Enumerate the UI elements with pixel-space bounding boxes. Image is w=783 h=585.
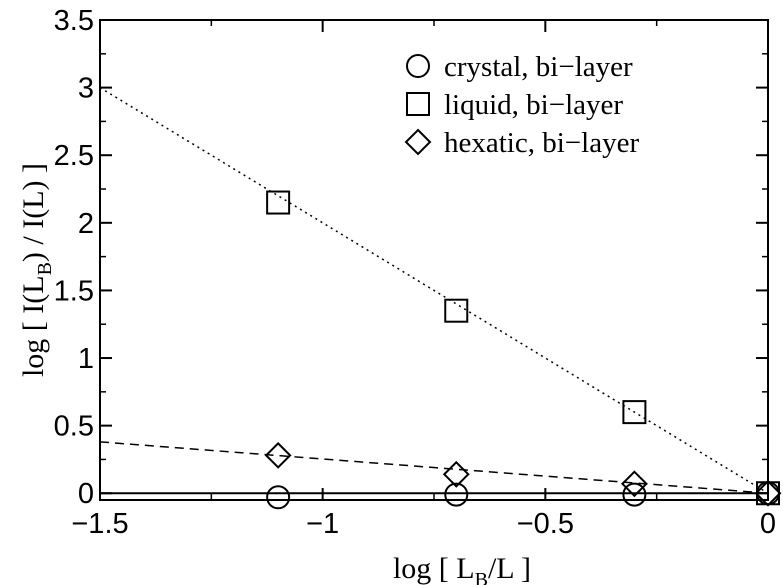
legend-square-icon — [406, 92, 430, 116]
diamond-fit-line — [99, 441, 769, 494]
legend-diamond-icon — [404, 128, 432, 156]
axes: −1.5 −1 −0.5 0 0 0.5 1 1.5 2 2.5 3 3.5 — [54, 5, 776, 540]
legend: crystal, bi−layer liquid, bi−layer hexatic… — [404, 51, 639, 159]
x-tick-label: −0.5 — [517, 508, 574, 540]
square-data-point — [622, 400, 647, 425]
y-tick-label: 3 — [78, 73, 94, 105]
y-tick-label: 1 — [78, 343, 94, 375]
square-data-point — [266, 190, 291, 215]
legend-entry-label: crystal, bi−layer — [444, 51, 633, 83]
x-tick-label: −1 — [306, 508, 339, 540]
y-tick-label: 3.5 — [54, 5, 94, 37]
plot-frame — [99, 19, 769, 501]
legend-circle-icon — [406, 54, 430, 78]
x-tick-label: −1.5 — [71, 508, 128, 540]
y-tick-label: 0.5 — [54, 411, 94, 443]
legend-entry-label: hexatic, bi−layer — [444, 127, 639, 159]
circle-data-point — [266, 485, 291, 510]
fit-lines — [99, 86, 769, 495]
y-tick-label: 0 — [78, 478, 94, 510]
diamond-data-point — [442, 460, 470, 488]
y-tick-label: 2.5 — [54, 140, 94, 172]
diamond-data-point — [264, 441, 292, 469]
square-data-point — [444, 298, 469, 323]
x-axis-label: log [ LB/L ] — [393, 552, 531, 585]
diamond-data-point — [620, 470, 648, 498]
y-tick-label: 1.5 — [54, 275, 94, 307]
circle-data-point — [622, 482, 647, 507]
y-axis-label: log [ I(LB) / I(L) ] — [17, 163, 56, 377]
x-tick-label: 0 — [760, 508, 776, 540]
y-tick-label: 2 — [78, 208, 94, 240]
square-fit-line — [99, 86, 769, 494]
circle-data-point — [444, 482, 469, 507]
diamond-data-point — [754, 479, 782, 507]
legend-entry-label: liquid, bi−layer — [444, 89, 623, 121]
